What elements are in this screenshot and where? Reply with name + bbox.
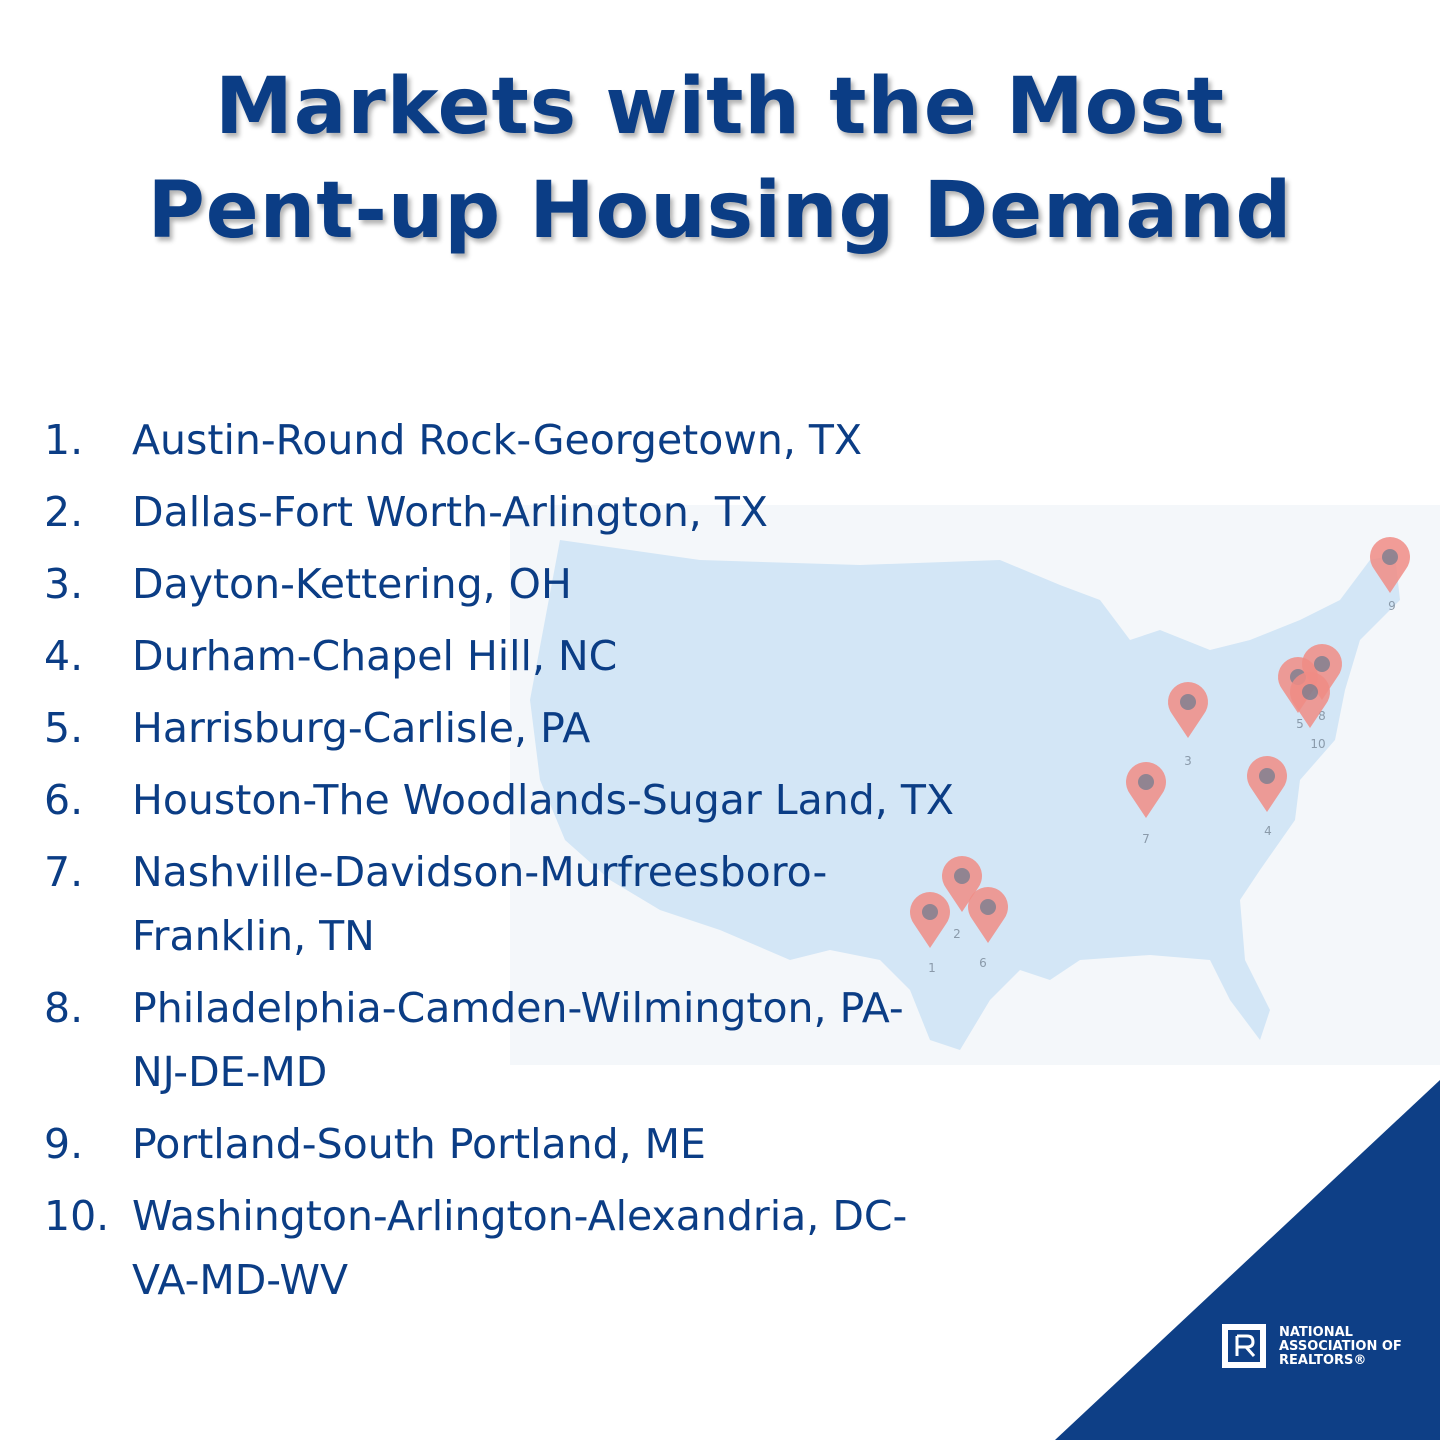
pin-label: 3 (1184, 754, 1192, 768)
pin-dot (922, 904, 938, 920)
title-line: Pent-up Housing Demand (147, 166, 1293, 256)
pin-dot (980, 899, 996, 915)
pin-label: 10 (1310, 737, 1325, 751)
item-number: 3. (44, 560, 84, 608)
list-item: 10. Washington-Arlington-Alexandria, DC- V… (44, 1184, 954, 1312)
item-name: Washington-Arlington-Alexandria, DC- (132, 1192, 908, 1240)
logo-text: NATIONAL (1279, 1325, 1353, 1340)
item-number: 1. (44, 416, 84, 464)
pin-label: 2 (953, 927, 961, 941)
item-number: 7. (44, 848, 84, 896)
item-name: Nashville-Davidson-Murfreesboro- (132, 848, 828, 896)
pin-dot (1314, 656, 1330, 672)
pin-label: 6 (979, 956, 987, 970)
item-number: 2. (44, 488, 84, 536)
pin-dot (954, 868, 970, 884)
logo-text: REALTORS® (1279, 1353, 1367, 1368)
pin-dot (1259, 768, 1275, 784)
us-map (530, 540, 1400, 1050)
list-item: 3. Dayton-Kettering, OH (44, 552, 954, 616)
pin-label: 1 (928, 961, 936, 975)
pin-label: 7 (1142, 832, 1150, 846)
item-number: 8. (44, 984, 84, 1032)
title-line: Markets with the Most (215, 62, 1225, 152)
item-name: NJ-DE-MD (132, 1048, 328, 1096)
logo-text: ASSOCIATION OF (1279, 1339, 1402, 1354)
item-name: Dallas-Fort Worth-Arlington, TX (132, 488, 769, 536)
item-name: Franklin, TN (132, 912, 375, 960)
list-item: 9. Portland-South Portland, ME (44, 1112, 954, 1176)
pin-label: 8 (1318, 709, 1326, 723)
pin-dot (1302, 684, 1318, 700)
pin-label: 9 (1388, 599, 1396, 613)
pin-dot (1138, 774, 1154, 790)
pin-label: 4 (1264, 824, 1272, 838)
item-name: Harrisburg-Carlisle, PA (132, 704, 591, 752)
item-number: 5. (44, 704, 84, 752)
pin-dot (1382, 549, 1398, 565)
list-item: 5. Harrisburg-Carlisle, PA (44, 696, 954, 760)
list-item: 6. Houston-The Woodlands-Sugar Land, TX (44, 768, 954, 832)
item-name: VA-MD-WV (132, 1256, 349, 1304)
pin-label: 5 (1296, 717, 1304, 731)
logo-letter (1235, 1334, 1256, 1357)
list-item: 2. Dallas-Fort Worth-Arlington, TX (44, 480, 954, 544)
item-name: Austin-Round Rock-Georgetown, TX (132, 416, 863, 464)
item-name: Portland-South Portland, ME (132, 1120, 706, 1168)
list-item: 4. Durham-Chapel Hill, NC (44, 624, 954, 688)
item-name: Dayton-Kettering, OH (132, 560, 572, 608)
item-name: Houston-The Woodlands-Sugar Land, TX (132, 776, 954, 824)
corner-triangle (1055, 1080, 1440, 1440)
item-number: 4. (44, 632, 84, 680)
pin-dot (1180, 694, 1196, 710)
list-item: 7. Nashville-Davidson-Murfreesboro- Frankl… (44, 840, 954, 968)
list-item: 8. Philadelphia-Camden-Wilmington, PA- NJ-… (44, 976, 954, 1104)
market-list: 1. Austin-Round Rock-Georgetown, TX 2. Dall… (44, 408, 954, 1320)
item-number: 6. (44, 776, 84, 824)
item-name: Philadelphia-Camden-Wilmington, PA- (132, 984, 904, 1032)
item-name: Durham-Chapel Hill, NC (132, 632, 618, 680)
item-number: 10. (44, 1192, 110, 1240)
list-item: 1. Austin-Round Rock-Georgetown, TX (44, 408, 954, 472)
item-number: 9. (44, 1120, 84, 1168)
